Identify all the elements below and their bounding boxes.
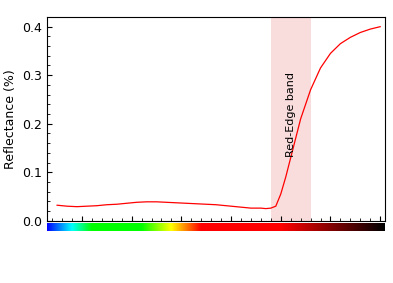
- Text: Red-Edge band: Red-Edge band: [286, 72, 296, 156]
- Y-axis label: Reflectance (%): Reflectance (%): [4, 69, 17, 169]
- Bar: [271, 17, 310, 221]
